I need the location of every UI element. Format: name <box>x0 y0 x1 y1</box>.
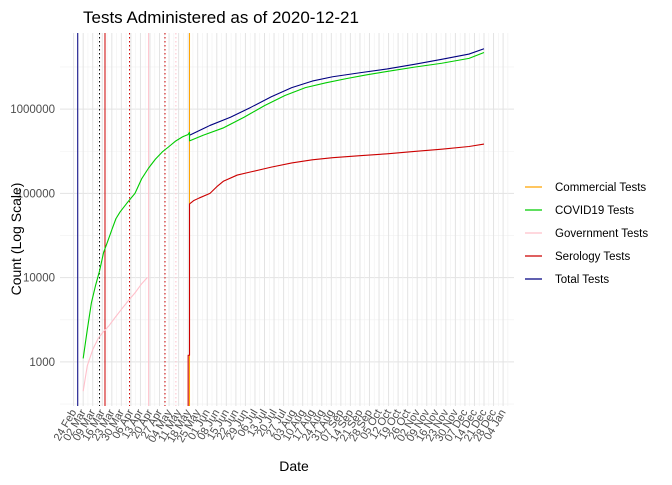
legend-label: Government Tests <box>555 228 648 240</box>
y-tick-label: 10000 <box>23 273 55 285</box>
y-tick-label: 100000 <box>17 188 55 200</box>
legend-item: Government Tests <box>525 228 648 240</box>
y-tick-label: 1000 <box>29 357 55 369</box>
x-axis-title: Date <box>279 458 309 474</box>
legend-item: Serology Tests <box>525 251 630 263</box>
legend-item: Commercial Tests <box>525 182 646 194</box>
legend-item: COVID19 Tests <box>525 205 634 217</box>
legend-label: Total Tests <box>555 274 609 286</box>
y-tick-label: 1000000 <box>10 104 55 116</box>
legend-label: COVID19 Tests <box>555 205 634 217</box>
grid-layer <box>60 33 514 406</box>
legend: Commercial Tests COVID19 Tests Government … <box>525 182 648 286</box>
legend-label: Commercial Tests <box>555 182 646 194</box>
series-line-serology-tests <box>187 143 485 406</box>
chart-title: Tests Administered as of 2020-12-21 <box>83 8 359 27</box>
reference-lines <box>77 33 191 406</box>
y-axis-title: Count (Log Scale) <box>8 183 24 296</box>
series-line-total-tests <box>189 48 485 136</box>
legend-label: Serology Tests <box>555 251 630 263</box>
series-line-covid19-tests <box>82 51 485 359</box>
legend-item: Total Tests <box>525 274 609 286</box>
series-layer <box>82 48 485 406</box>
series-line-government-tests <box>82 277 148 392</box>
